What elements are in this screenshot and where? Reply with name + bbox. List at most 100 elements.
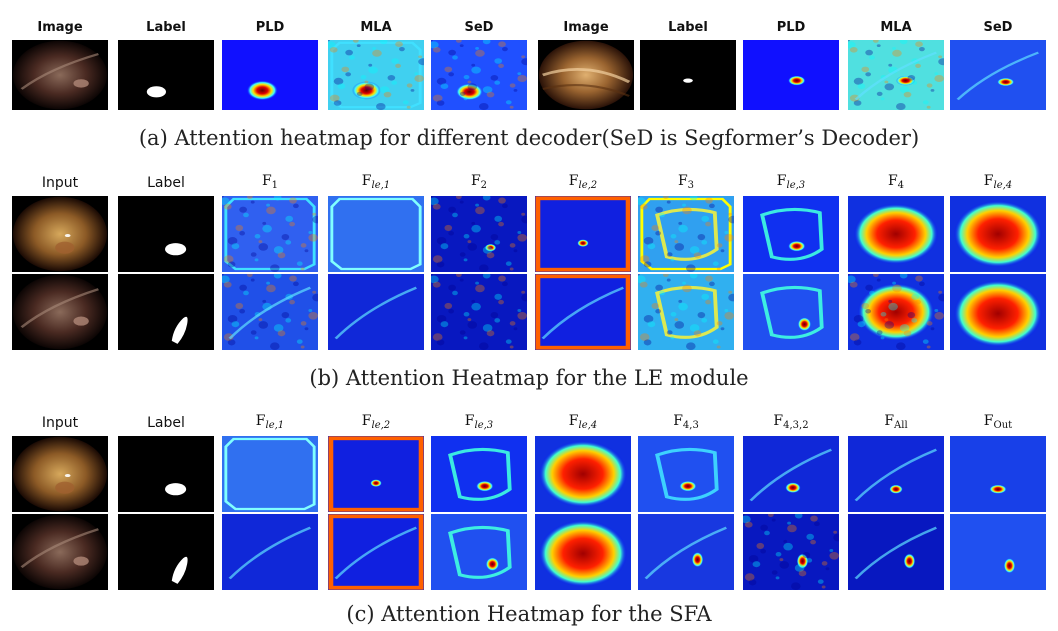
panel_c-feature-label: FAll — [848, 413, 944, 431]
feature-symbol: F — [261, 173, 272, 189]
feature-subscript: Out — [993, 420, 1013, 431]
panel_b-tile — [328, 196, 424, 272]
feature-subscript: le,4 — [993, 180, 1013, 191]
panel-a-tile — [12, 40, 108, 110]
panel_c-tile — [950, 436, 1046, 512]
panel_c-feature-label: F4,3,2 — [743, 413, 839, 431]
feature-subscript: 4,3 — [682, 420, 699, 431]
panel_b-tile — [535, 274, 631, 350]
panel_b-tile — [222, 274, 318, 350]
panel_b-feature-label: Fle,3 — [743, 173, 839, 191]
panel_c-tile — [12, 436, 108, 512]
feature-subscript: le,2 — [371, 420, 391, 431]
panel_b-tile — [848, 196, 944, 272]
panel_c-tile — [743, 436, 839, 512]
feature-symbol: F — [887, 173, 898, 189]
panel_c-tile — [328, 436, 424, 512]
feature-subscript: le,2 — [578, 180, 598, 191]
panel_c-feature-label: FOut — [950, 413, 1046, 431]
panel-a-tile — [431, 40, 527, 110]
feature-symbol: F — [677, 173, 688, 189]
panel_b-tile — [118, 274, 214, 350]
panel-a-tile — [118, 40, 214, 110]
panel_c-tile — [535, 436, 631, 512]
panel_b-tile — [535, 196, 631, 272]
panel-a-col-label: SeD — [464, 20, 494, 35]
feature-subscript: le,3 — [474, 420, 494, 431]
feature-subscript: le,1 — [371, 180, 391, 191]
panel-a-col-label: Image — [37, 20, 83, 35]
panel_b-feature-label: F1 — [222, 173, 318, 191]
panel_b-feature-label: Fle,4 — [950, 173, 1046, 191]
panel_c-tile — [638, 514, 734, 590]
panel_b-label-label: Label — [147, 175, 185, 191]
feature-symbol: F — [884, 413, 895, 429]
panel_b-tile — [12, 196, 108, 272]
panel_b-tile — [222, 196, 318, 272]
feature-symbol: F — [361, 173, 372, 189]
panel_c-feature-label: Fle,2 — [328, 413, 424, 431]
panel_c-feature-label: Fle,1 — [222, 413, 318, 431]
feature-symbol: F — [255, 413, 266, 429]
panel-a-col-label: Label — [668, 20, 708, 35]
panel_b-tile — [431, 196, 527, 272]
panel_b-tile — [743, 196, 839, 272]
feature-symbol: F — [773, 413, 784, 429]
panel_c-tile — [431, 436, 527, 512]
panel-a-col-label: MLA — [880, 20, 912, 35]
feature-subscript: All — [894, 420, 908, 431]
panel_c-tile — [535, 514, 631, 590]
panel-a-col-label: Label — [146, 20, 186, 35]
panel_c-tile — [743, 514, 839, 590]
panel_b-tile — [743, 274, 839, 350]
panel_c-tile — [848, 514, 944, 590]
panel_c-tile — [950, 514, 1046, 590]
panel-a-col-label: MLA — [360, 20, 392, 35]
panel_c-tile — [328, 514, 424, 590]
feature-subscript: le,4 — [578, 420, 598, 431]
panel_b-tile — [950, 196, 1046, 272]
panel_b-feature-label: F4 — [848, 173, 944, 191]
panel_c-tile — [848, 436, 944, 512]
panel-a-tile — [222, 40, 318, 110]
feature-subscript: 1 — [271, 180, 279, 191]
panel-a-col-label: PLD — [776, 20, 806, 35]
panel_b-feature-label: Fle,2 — [535, 173, 631, 191]
panel_c-tile — [431, 514, 527, 590]
feature-symbol: F — [568, 413, 579, 429]
feature-symbol: F — [776, 173, 787, 189]
panel_b-feature-label: F2 — [431, 173, 527, 191]
panel-a-tile — [743, 40, 839, 110]
feature-symbol: F — [470, 173, 481, 189]
feature-subscript: 4,3,2 — [783, 420, 809, 431]
panel-a-tile — [328, 40, 424, 110]
panel_c-feature-label: Fle,3 — [431, 413, 527, 431]
panel_c-input-label: Input — [41, 415, 79, 431]
panel_b-tile — [12, 274, 108, 350]
panel_b-input-label: Input — [41, 175, 79, 191]
panel_c-tile — [222, 436, 318, 512]
feature-symbol: F — [464, 413, 475, 429]
feature-subscript: le,3 — [786, 180, 806, 191]
panel_b-tile — [848, 274, 944, 350]
panel_b-tile — [328, 274, 424, 350]
panel_b-tile — [118, 196, 214, 272]
panel_c-tile — [118, 436, 214, 512]
panel-a-tile — [640, 40, 736, 110]
panel-a-col-label: SeD — [983, 20, 1013, 35]
panel_b-feature-label: Fle,1 — [328, 173, 424, 191]
panel_b-feature-label: F3 — [638, 173, 734, 191]
feature-subscript: 2 — [480, 180, 488, 191]
panel_c-feature-label: F4,3 — [638, 413, 734, 431]
feature-subscript: le,1 — [265, 420, 285, 431]
panel_c-feature-label: Fle,4 — [535, 413, 631, 431]
panel_b-tile — [950, 274, 1046, 350]
panel_b-tile — [431, 274, 527, 350]
feature-subscript: 4 — [897, 180, 905, 191]
feature-subscript: 3 — [687, 180, 695, 191]
panel_c-tile — [638, 436, 734, 512]
panel_b-tile — [638, 196, 734, 272]
panel-a-col-label: Image — [563, 20, 609, 35]
panel_b-tile — [638, 274, 734, 350]
panel-b-caption: (b) Attention Heatmap for the LE module — [309, 366, 749, 390]
